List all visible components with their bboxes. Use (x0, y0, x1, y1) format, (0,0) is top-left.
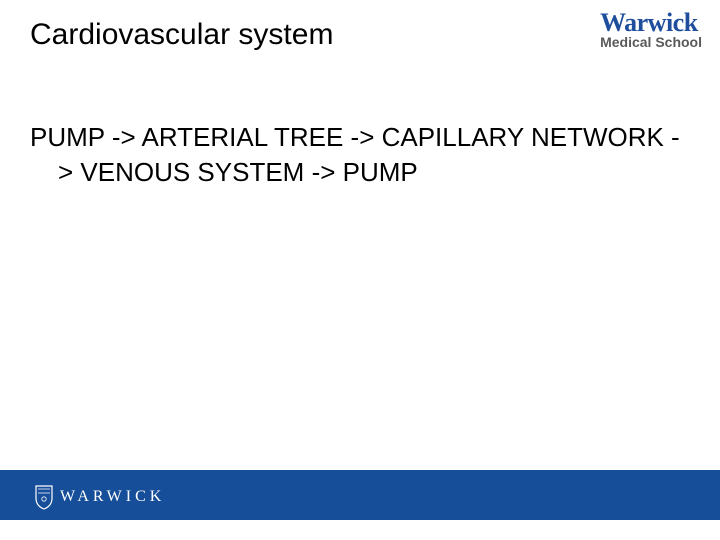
footer-warwick-logo: WARWICK (34, 484, 165, 510)
logo-secondary-text: Medical School (600, 34, 702, 50)
slide-body-text: PUMP -> ARTERIAL TREE -> CAPILLARY NETWO… (30, 120, 680, 190)
warwick-crest-icon (34, 484, 54, 510)
body-paragraph: PUMP -> ARTERIAL TREE -> CAPILLARY NETWO… (30, 120, 680, 190)
slide-title: Cardiovascular system (30, 18, 333, 52)
warwick-medical-school-logo: Warwick Medical School (600, 8, 702, 50)
presentation-slide: Cardiovascular system Warwick Medical Sc… (0, 0, 720, 540)
footer-wordmark: WARWICK (60, 488, 165, 506)
